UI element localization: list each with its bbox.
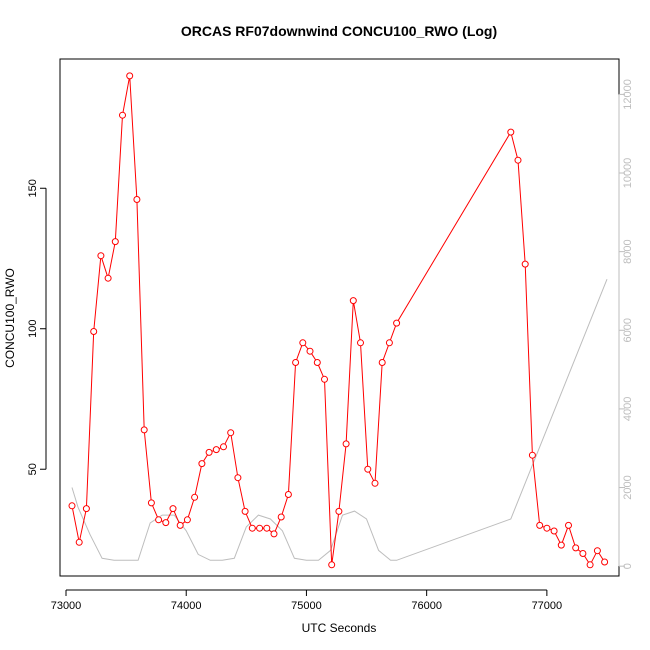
data-point — [371, 479, 379, 487]
data-point — [528, 451, 536, 459]
data-point — [306, 347, 314, 355]
data-point — [385, 339, 393, 347]
data-point — [263, 524, 271, 532]
data-point — [299, 339, 307, 347]
y2-tick-label: 12000 — [622, 79, 634, 110]
data-point — [536, 521, 544, 529]
data-point — [90, 328, 98, 335]
data-point — [572, 544, 580, 552]
data-point — [313, 359, 321, 366]
y2-tick-label: 4000 — [622, 397, 634, 421]
data-point — [220, 443, 227, 451]
primary-series-line — [71, 75, 606, 566]
data-point — [111, 238, 119, 246]
data-point — [335, 507, 343, 515]
data-point — [349, 297, 357, 305]
data-point — [248, 524, 256, 532]
data-point — [183, 516, 191, 524]
y-axis: 50 100 150 — [27, 179, 47, 475]
x-tick-label: 74000 — [171, 600, 202, 612]
plot-area-border — [59, 58, 620, 577]
data-point — [378, 359, 386, 366]
data-point — [565, 521, 572, 529]
data-point — [284, 491, 292, 498]
x-axis-label: UTC Seconds — [302, 621, 377, 635]
y2-axis: 0 2000 4000 6000 8000 10000 12000 — [618, 79, 634, 569]
data-point — [557, 541, 565, 549]
data-point — [256, 524, 264, 532]
data-point — [198, 460, 206, 468]
y-axis-label: CONCU100_RWO — [3, 268, 17, 368]
y2-tick-label: 0 — [622, 563, 634, 569]
y2-tick-label: 6000 — [622, 318, 634, 342]
x-tick-label: 75000 — [291, 600, 322, 612]
data-point — [241, 507, 249, 515]
data-point — [169, 505, 177, 513]
data-point — [126, 72, 134, 80]
y-tick-label: 150 — [27, 179, 39, 197]
data-point — [277, 513, 285, 521]
data-point — [521, 260, 529, 268]
data-point — [191, 493, 199, 501]
data-point — [234, 474, 242, 482]
data-point — [357, 339, 364, 347]
data-point — [147, 499, 155, 507]
x-axis: 73000 74000 75000 76000 77000 — [51, 589, 563, 612]
y-tick-label: 50 — [27, 463, 39, 475]
data-point — [601, 558, 609, 566]
primary-series-layer — [68, 72, 609, 569]
data-point — [514, 156, 522, 164]
data-point — [321, 375, 328, 383]
data-point — [212, 446, 220, 454]
x-tick-label: 76000 — [411, 600, 442, 612]
data-point — [119, 111, 126, 119]
chart-title: ORCAS RF07downwind CONCU100_RWO (Log) — [181, 23, 497, 39]
data-point — [162, 519, 170, 527]
data-point — [364, 465, 372, 473]
data-point — [579, 550, 587, 557]
y2-tick-label: 2000 — [622, 475, 634, 499]
data-point — [550, 527, 558, 535]
data-point — [586, 561, 594, 569]
data-point — [593, 547, 601, 555]
data-point — [82, 505, 90, 513]
data-point — [292, 359, 300, 366]
data-point — [227, 429, 235, 437]
data-point — [104, 274, 112, 282]
y-tick-label: 100 — [27, 320, 39, 338]
data-point — [140, 426, 148, 434]
x-tick-label: 77000 — [532, 600, 563, 612]
data-point — [75, 538, 83, 546]
data-point — [133, 196, 141, 203]
data-point — [68, 502, 76, 510]
secondary-series-line — [71, 279, 608, 561]
data-point — [507, 128, 515, 136]
data-point — [97, 252, 105, 260]
data-point — [342, 440, 350, 448]
data-point — [270, 530, 278, 538]
y2-tick-label: 10000 — [622, 158, 634, 189]
data-point — [393, 319, 401, 327]
data-point — [543, 524, 551, 532]
y2-tick-label: 8000 — [622, 239, 634, 263]
secondary-series-layer — [71, 279, 608, 561]
x-tick-label: 73000 — [51, 600, 82, 612]
data-point — [328, 561, 336, 569]
data-point — [205, 448, 213, 456]
data-point — [176, 521, 184, 529]
data-point — [155, 516, 163, 524]
